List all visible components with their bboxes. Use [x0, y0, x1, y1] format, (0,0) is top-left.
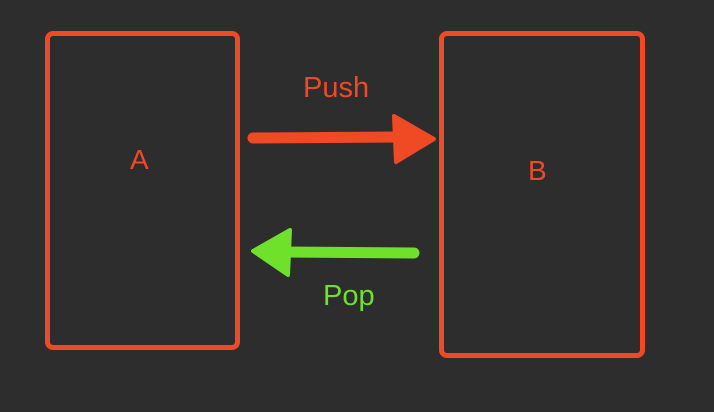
node-a-label: A: [130, 144, 149, 175]
push-label: Push: [303, 72, 370, 104]
pop-arrow: [251, 228, 420, 277]
pop-arrow-head: [251, 228, 292, 277]
push-arrow-head: [392, 114, 436, 164]
node-b-box: [439, 31, 645, 358]
pop-label: Pop: [323, 280, 375, 312]
push-arrow-shaft: [247, 131, 408, 144]
node-a-box: [45, 31, 240, 350]
node-b-label: B: [528, 155, 547, 186]
pop-arrow-shaft: [279, 246, 420, 259]
push-arrow: [247, 114, 436, 164]
